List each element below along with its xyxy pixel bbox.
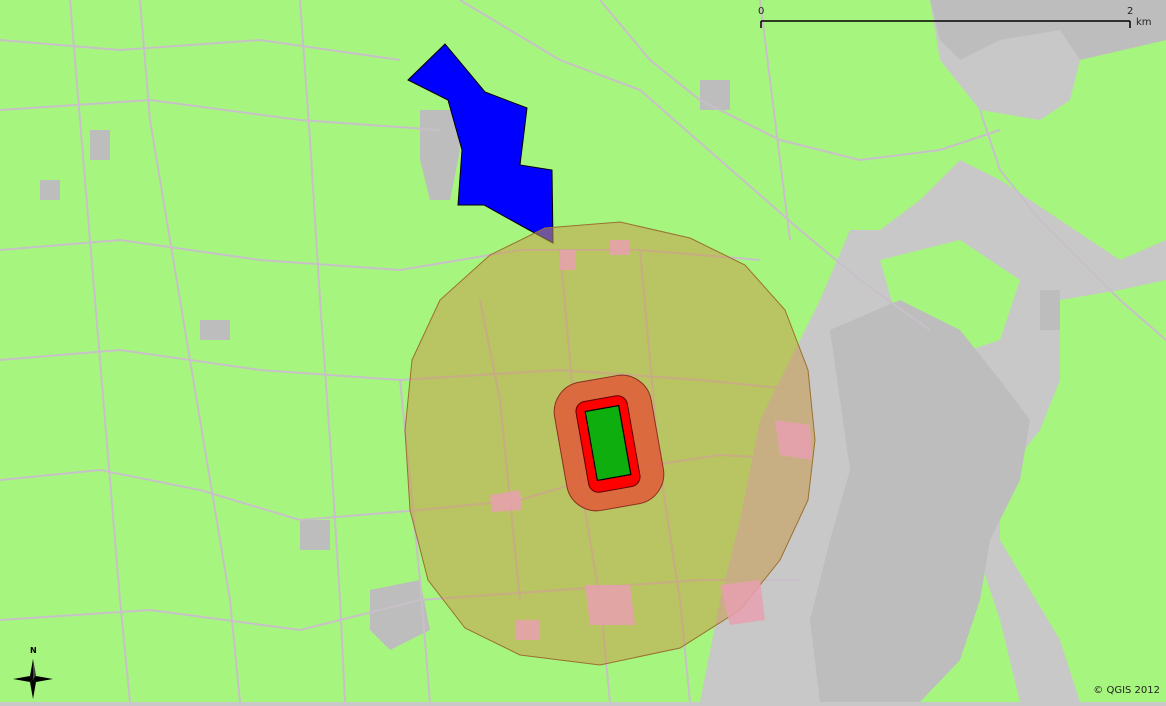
scale-bar: [760, 20, 1131, 28]
scale-unit-label: km: [1136, 17, 1152, 28]
pink-patch: [490, 490, 522, 512]
village-north: [420, 110, 460, 200]
grey-patch-5: [1040, 290, 1060, 330]
pink-patch: [515, 620, 540, 640]
pink-patches: [490, 240, 812, 640]
grey-patch-4: [300, 520, 330, 550]
built-up-layer: [40, 0, 1166, 702]
pink-patch: [610, 240, 630, 255]
core-site-polygon[interactable]: [584, 404, 632, 482]
road: [759, 0, 791, 241]
pink-patch: [560, 250, 575, 270]
north-label: N: [30, 646, 37, 655]
grey-patch-6: [700, 80, 730, 110]
pink-patch: [585, 585, 635, 625]
field-north-east: [760, 0, 1166, 260]
field-east: [1000, 280, 1166, 702]
grey-south-west: [370, 580, 430, 650]
grey-patch-3: [200, 320, 230, 340]
grey-patch-2: [90, 130, 110, 160]
road: [459, 0, 931, 331]
compass-rose-icon: [13, 659, 53, 699]
road: [979, 109, 1166, 341]
pink-patch: [775, 420, 812, 460]
road: [0, 98, 441, 131]
map-credit: © QGIS 2012: [1093, 685, 1160, 696]
road: [0, 38, 401, 61]
town-east: [810, 300, 1030, 702]
scale-start-label: 0: [758, 6, 765, 17]
road: [69, 0, 131, 703]
road: [599, 0, 1001, 162]
grey-patch-1: [40, 180, 60, 200]
road: [299, 0, 346, 703]
pink-patch: [720, 580, 765, 625]
grey-north-east: [930, 0, 1166, 60]
scale-end-label: 2: [1127, 6, 1134, 17]
